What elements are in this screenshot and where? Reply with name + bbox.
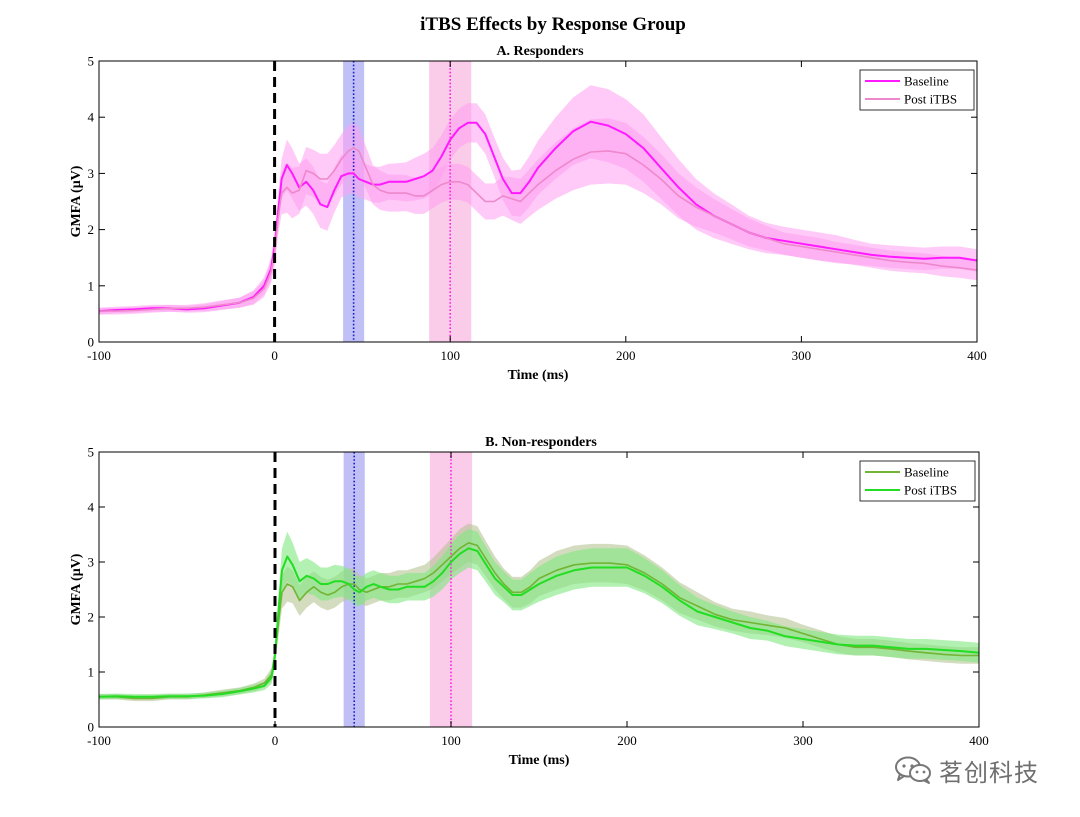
watermark-text: 茗创科技: [939, 758, 1039, 787]
nonresponders-x-axis-label: Time (ms): [509, 753, 570, 768]
nonresponders-x-tick-label: 0: [272, 733, 279, 748]
nonresponders-x-tick-label: 300: [793, 733, 813, 748]
responders-y-tick-label: 0: [88, 335, 95, 350]
responders-y-axis-label: GMFA (μV): [69, 165, 84, 237]
nonresponders-legend-box: [859, 460, 976, 502]
responders-panel-title: A. Responders: [496, 44, 584, 59]
nonresponders-panel-title: B. Non-responders: [485, 435, 597, 450]
responders-legend-label-post-itbs: Post iTBS: [904, 92, 957, 107]
responders-x-tick-label: 100: [440, 348, 460, 363]
nonresponders-y-tick-label: 2: [88, 610, 95, 625]
nonresponders-post-itbs-band: [99, 529, 979, 700]
watermark: 茗创科技: [893, 753, 1039, 787]
responders-legend-label-baseline: Baseline: [904, 74, 949, 89]
figure-title: iTBS Effects by Response Group: [420, 14, 686, 35]
nonresponders-y-tick-label: 4: [88, 500, 95, 515]
responders-x-axis-label: Time (ms): [508, 368, 569, 383]
wechat-icon: [895, 756, 931, 784]
responders-y-tick-label: 1: [88, 278, 95, 293]
nonresponders-y-tick-label: 5: [88, 445, 95, 460]
responders-x-tick-label: 200: [616, 348, 636, 363]
nonresponders-legend-label-post-itbs: Post iTBS: [904, 483, 957, 498]
nonresponders-y-tick-label: 1: [88, 665, 95, 680]
responders-legend-box: [859, 69, 975, 111]
responders-legend: Baseline Post iTBS: [859, 69, 975, 111]
responders-x-tick-label: -100: [87, 348, 111, 363]
nonresponders-post-itbs-line: [98, 547, 980, 698]
responders-y-tick-label: 3: [88, 166, 95, 181]
nonresponders-y-tick-label: 0: [88, 720, 95, 735]
nonresponders-axes-frame: [98, 451, 980, 728]
responders-x-tick-label: 400: [967, 348, 987, 363]
responders-axes-frame: [98, 60, 978, 343]
nonresponders-x-tick-label: 200: [617, 733, 637, 748]
nonresponders-x-tick-label: 100: [441, 733, 461, 748]
nonresponders-x-tick-label: -100: [87, 733, 111, 748]
responders-post-itbs-band: [99, 118, 977, 315]
responders-y-tick-label: 2: [88, 222, 95, 237]
nonresponders-y-axis-label: GMFA (μV): [69, 553, 84, 625]
responders-y-tick-label: 5: [88, 54, 95, 69]
responders-x-tick-label: 0: [271, 348, 278, 363]
nonresponders-legend: Baseline Post iTBS: [859, 460, 976, 502]
nonresponders-y-tick-label: 3: [88, 555, 95, 570]
nonresponders-legend-label-baseline: Baseline: [904, 465, 949, 480]
nonresponders-baseline-band: [99, 523, 979, 702]
responders-y-tick-label: 4: [88, 110, 95, 125]
responders-post-itbs-line: [99, 147, 978, 312]
nonresponders-x-tick-label: 400: [969, 733, 989, 748]
responders-x-tick-label: 300: [792, 348, 812, 363]
